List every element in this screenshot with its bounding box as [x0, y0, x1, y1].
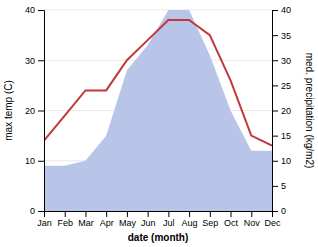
- tick-mark: [168, 211, 169, 217]
- y-axis: 0 10 20 30 40: [25, 5, 45, 216]
- tick-label: 10: [25, 156, 35, 166]
- axis-line: [38, 11, 45, 212]
- grid: [44, 10, 272, 211]
- tick: Nov: [244, 211, 261, 228]
- tick: 20: [25, 106, 44, 116]
- tick: 10: [272, 156, 291, 166]
- tick-mark: [189, 211, 190, 217]
- tick-label: Oct: [224, 218, 239, 228]
- tick: 30: [25, 56, 44, 66]
- tick-label: Aug: [182, 218, 198, 228]
- tick-label: 35: [281, 31, 291, 41]
- tick-mark: [272, 10, 278, 11]
- tick-label: Mar: [78, 218, 94, 228]
- tick-mark: [272, 136, 278, 137]
- marks: [44, 10, 272, 211]
- y-axis-title: max temp (C): [3, 80, 14, 141]
- tick-label: Apr: [100, 218, 114, 228]
- x-axis: Jan Feb Mar Apr May Jun Jul Aug Sep Oct NovDec: [37, 211, 281, 228]
- tick-label: 40: [281, 5, 291, 15]
- tick: Jun: [141, 211, 156, 228]
- tick-label: 20: [281, 106, 291, 116]
- tick: Feb: [57, 211, 73, 228]
- tick-mark: [106, 211, 107, 217]
- tick: Sep: [202, 211, 218, 228]
- tick-label: Jan: [37, 218, 52, 228]
- tick: Mar: [78, 211, 94, 228]
- tick-label: Jun: [141, 218, 156, 228]
- tick-mark: [272, 60, 278, 61]
- tick: 25: [272, 81, 291, 91]
- tick-mark: [210, 211, 211, 217]
- tick: 20: [272, 106, 291, 116]
- tick-mark: [231, 211, 232, 217]
- tick-mark: [272, 161, 278, 162]
- tick-mark: [38, 111, 44, 112]
- tick-label: Dec: [264, 218, 281, 228]
- line: [44, 20, 272, 146]
- tick: 10: [25, 156, 44, 166]
- x-axis-title: date (month): [128, 232, 189, 243]
- tick-label: 30: [281, 56, 291, 66]
- tick-label: Nov: [244, 218, 261, 228]
- tick: 5: [272, 181, 286, 191]
- tick: 0: [30, 206, 44, 216]
- tick-label: Feb: [57, 218, 73, 228]
- tick-mark: [38, 211, 44, 212]
- tick-label: 5: [281, 181, 286, 191]
- tick-label: Jul: [163, 218, 175, 228]
- plot-area: JanFebMarAprMayJunJulAugSepOctNovDec0102…: [25, 5, 291, 228]
- chart-svg: JanFebMarAprMayJunJulAugSepOctNovDec0102…: [0, 0, 318, 247]
- tick: Aug: [182, 211, 198, 228]
- tick-label: 25: [281, 81, 291, 91]
- tick: 40: [25, 5, 44, 15]
- tick-mark: [38, 60, 44, 61]
- tick-label: 0: [30, 206, 35, 216]
- tick: May: [119, 211, 137, 228]
- tick-label: 15: [281, 131, 291, 141]
- tick-label: Sep: [202, 218, 218, 228]
- tick-label: 0: [281, 206, 286, 216]
- tick: Jul: [163, 211, 175, 228]
- tick-label: 20: [25, 106, 35, 116]
- tick-label: May: [119, 218, 137, 228]
- tick: Oct: [224, 211, 239, 228]
- tick-mark: [272, 85, 278, 86]
- tick: Jan: [37, 211, 52, 228]
- tick-mark: [85, 211, 86, 217]
- tick-label: 30: [25, 56, 35, 66]
- tick-mark: [38, 161, 44, 162]
- tick: 35: [272, 31, 291, 41]
- tick-mark: [127, 211, 128, 217]
- tick: 0: [272, 206, 286, 216]
- y2-axis-title: med. precipitation (kg/m2): [304, 53, 315, 169]
- tick: 40: [272, 5, 291, 15]
- tick-mark: [272, 35, 278, 36]
- y2-axis: 0 5 10 15 20 25 30 35 40: [272, 5, 291, 216]
- tick-label: 40: [25, 5, 35, 15]
- area: [44, 10, 272, 211]
- tick: 15: [272, 131, 291, 141]
- axis-line: [273, 11, 279, 212]
- tick-mark: [272, 186, 278, 187]
- axis-line: [45, 212, 273, 218]
- tick: 30: [272, 56, 291, 66]
- tick: Apr: [100, 211, 114, 228]
- tick: Dec: [264, 211, 281, 228]
- tick-mark: [148, 211, 149, 217]
- tick-mark: [272, 111, 278, 112]
- tick-mark: [272, 211, 278, 212]
- tick-mark: [38, 10, 44, 11]
- grid-line: [44, 10, 272, 11]
- tick-mark: [65, 211, 66, 217]
- tick-mark: [251, 211, 252, 217]
- tick-label: 10: [281, 156, 291, 166]
